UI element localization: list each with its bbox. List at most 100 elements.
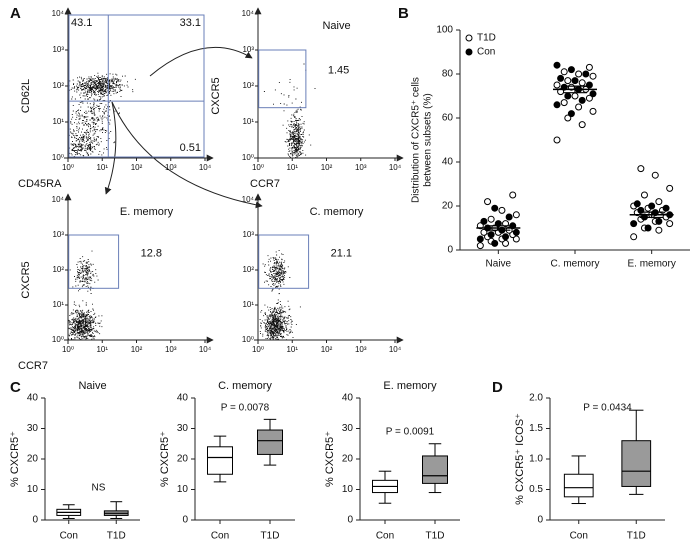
y-tick-label: 10¹ (242, 300, 254, 309)
y-tick-label: 40 (342, 393, 354, 404)
plot-title: C. memory (218, 380, 272, 392)
gate (258, 234, 310, 289)
box (563, 473, 594, 498)
data-point (553, 61, 561, 69)
data-point (509, 191, 517, 199)
x-tick-label: 10⁰ (252, 345, 264, 354)
events (259, 250, 301, 341)
x-tick-label: 10⁰ (62, 345, 74, 354)
x-tick-label: 10³ (355, 345, 367, 354)
y-axis-label: CD62L (20, 79, 32, 113)
y-tick-label: 0 (447, 245, 453, 256)
y-tick-label: 30 (177, 423, 189, 434)
data-point (589, 72, 597, 80)
panel-label: D (492, 379, 503, 396)
x-tick-label: 10² (131, 345, 143, 354)
data-point (567, 66, 575, 74)
y-tick-label: 10⁴ (52, 9, 65, 18)
data-point (578, 121, 586, 129)
y-tick-label: 1.5 (529, 423, 543, 434)
x-tick-label: 10⁴ (199, 163, 212, 172)
y-axis-label: % CXCR5⁺ (324, 431, 336, 487)
y-tick-label: 20 (442, 201, 454, 212)
data-point (589, 107, 597, 115)
y-tick-label: 10³ (242, 45, 254, 54)
data-point (512, 228, 520, 236)
plot-title: Naive (78, 380, 106, 392)
x-tick-label: 10⁰ (252, 163, 264, 172)
x-tick-label: Con (211, 531, 229, 542)
legend-label: Con (477, 47, 495, 58)
data-point (560, 99, 568, 107)
data-point (648, 202, 656, 210)
gate (258, 49, 307, 109)
data-point (666, 220, 674, 228)
data-point (571, 92, 579, 100)
y-tick-label: 10² (52, 81, 64, 90)
x-tick-label: 10¹ (286, 345, 298, 354)
y-tick-label: 0 (182, 515, 188, 526)
y-axis-label: CXCR5 (20, 261, 32, 298)
plot-title: E. memory (120, 206, 174, 218)
y-tick-label: 30 (27, 423, 39, 434)
y-tick-label: 10⁰ (242, 335, 254, 344)
x-tick-label: Con (570, 531, 588, 542)
gate-arrow (104, 101, 117, 195)
y-tick-label: 10¹ (242, 117, 254, 126)
x-tick-label: 10² (321, 345, 333, 354)
data-point (651, 171, 659, 179)
x-tick-label: Naive (486, 259, 512, 270)
data-point (560, 68, 568, 76)
data-point (630, 220, 638, 228)
y-tick-label: 10⁴ (52, 195, 65, 204)
y-tick-label: 0 (347, 515, 353, 526)
x-tick-label: 10¹ (96, 163, 108, 172)
y-tick-label: 30 (342, 423, 354, 434)
gate-percent: 33.1 (180, 17, 201, 29)
y-tick-label: 10⁴ (242, 195, 255, 204)
x-tick-label: Con (376, 531, 394, 542)
data-point (633, 200, 641, 208)
y-tick-label: 10 (342, 484, 354, 495)
y-tick-label: 20 (177, 454, 189, 465)
data-point (491, 204, 499, 212)
y-tick-label: 10² (52, 265, 64, 274)
x-tick-label: T1D (627, 531, 646, 542)
y-tick-label: 40 (177, 393, 189, 404)
data-point (644, 224, 652, 232)
plot-title: C. memory (310, 206, 364, 218)
x-axis-label: CCR7 (250, 178, 280, 190)
x-tick-label: 10¹ (96, 345, 108, 354)
data-point (480, 228, 488, 236)
y-tick-label: 10³ (242, 230, 254, 239)
panel-label: A (10, 5, 21, 22)
x-tick-label: 10¹ (286, 163, 298, 172)
data-point (553, 101, 561, 109)
data-point (662, 204, 670, 212)
x-tick-label: T1D (426, 531, 445, 542)
gate-percent: 1.45 (328, 65, 349, 77)
data-point (571, 77, 579, 85)
y-tick-label: 10² (242, 81, 254, 90)
x-tick-label: T1D (261, 531, 280, 542)
x-axis-label: CD45RA (18, 178, 62, 190)
x-axis-label: CCR7 (18, 360, 48, 372)
data-point (476, 235, 484, 243)
y-tick-label: 10² (242, 265, 254, 274)
data-point (637, 165, 645, 173)
gate-percent: 43.1 (71, 17, 92, 29)
box (621, 440, 652, 487)
y-tick-label: 0 (32, 515, 38, 526)
y-tick-label: 40 (442, 157, 454, 168)
data-point (655, 226, 663, 234)
annotation: P = 0.0091 (386, 427, 435, 438)
y-axis-label: Distribution of CXCR5⁺ cells (411, 77, 422, 203)
y-tick-label: 10¹ (52, 117, 64, 126)
data-point (585, 94, 593, 102)
plot-title: Naive (322, 20, 350, 32)
legend-label: T1D (477, 33, 496, 44)
y-tick-label: 10⁴ (242, 9, 255, 18)
y-axis-label: CXCR5 (210, 77, 222, 114)
data-point (567, 110, 575, 118)
data-point (666, 184, 674, 192)
